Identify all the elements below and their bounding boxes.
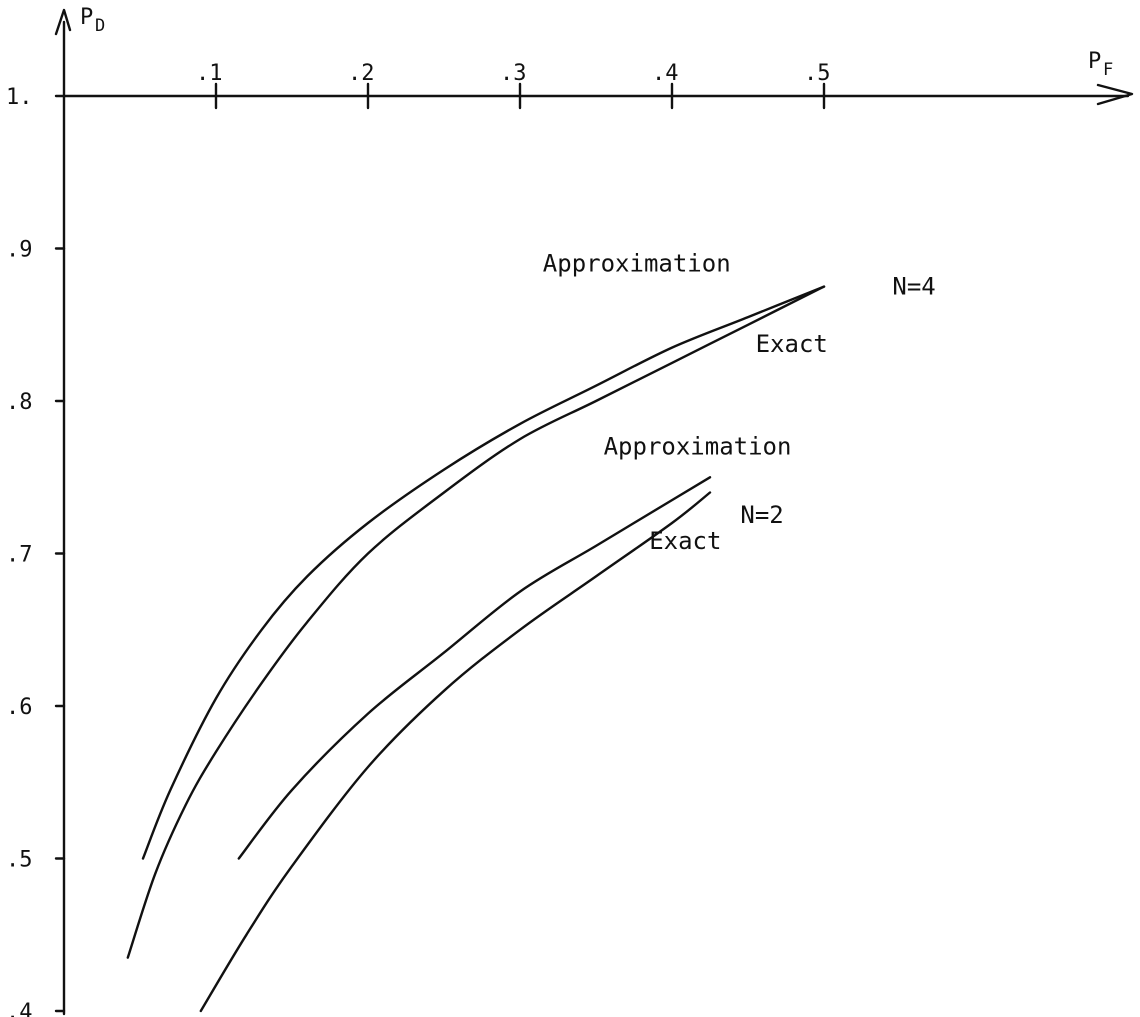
x-axis-label: P <box>1088 49 1101 74</box>
series-line-3 <box>237 476 712 860</box>
y-axis <box>54 8 72 1016</box>
x-axis <box>62 83 1134 106</box>
y-tick-label: .9 <box>6 238 33 263</box>
annotation-label: N=4 <box>892 272 935 300</box>
x-tick-label: .4 <box>652 61 679 86</box>
x-tick-label: .5 <box>804 61 831 86</box>
annotation-label: Exact <box>756 330 828 358</box>
x-tick-label: .3 <box>500 61 527 86</box>
y-tick-label: .5 <box>6 848 33 873</box>
curves <box>126 285 826 1013</box>
annotation-label: N=2 <box>740 501 783 529</box>
series-line-1 <box>141 285 826 860</box>
y-tick-label: 1. <box>6 85 33 110</box>
x-ticks: .1 .2 .3 .4 .5 <box>196 61 831 110</box>
x-tick-label: .2 <box>348 61 375 86</box>
annotation-label: Approximation <box>604 432 792 460</box>
y-axis-label-subscript: D <box>95 16 105 36</box>
y-tick-label: .8 <box>6 390 33 415</box>
series-line-4 <box>199 491 712 1013</box>
y-axis-arrowhead <box>54 8 72 36</box>
y-tick-label: .6 <box>6 695 33 720</box>
series-line-2 <box>126 285 826 959</box>
y-ticks: 1. .9 .8 .7 .6 .5 .4 <box>6 85 66 1017</box>
y-tick-label: .7 <box>6 543 33 568</box>
annotations: Approximation N=4 Exact Approximation N=2 Exa… <box>543 249 936 555</box>
y-axis-label: P <box>80 5 93 30</box>
x-tick-label: .1 <box>196 61 223 86</box>
x-axis-label-subscript: F <box>1103 60 1113 80</box>
annotation-label: Approximation <box>543 249 731 277</box>
y-tick-label: .4 <box>6 1000 33 1017</box>
x-axis-arrowhead <box>1096 83 1134 106</box>
annotation-label: Exact <box>649 527 721 555</box>
